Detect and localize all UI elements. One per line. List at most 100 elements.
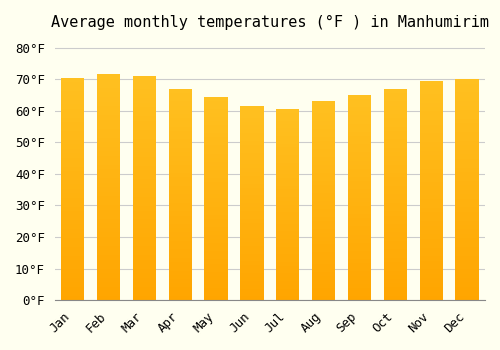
- Bar: [240, 234, 264, 238]
- Bar: [97, 228, 120, 232]
- Bar: [61, 242, 84, 247]
- Bar: [132, 166, 156, 170]
- Bar: [168, 110, 192, 114]
- Bar: [420, 217, 443, 221]
- Bar: [348, 181, 371, 185]
- Bar: [97, 237, 120, 241]
- Bar: [456, 234, 478, 238]
- Bar: [456, 146, 478, 150]
- Bar: [240, 207, 264, 211]
- Bar: [132, 296, 156, 300]
- Bar: [61, 211, 84, 216]
- Bar: [168, 194, 192, 199]
- Bar: [204, 223, 228, 227]
- Bar: [61, 96, 84, 100]
- Bar: [240, 215, 264, 219]
- Bar: [61, 118, 84, 122]
- Bar: [61, 184, 84, 189]
- Bar: [312, 145, 336, 149]
- Bar: [132, 148, 156, 152]
- Bar: [61, 207, 84, 211]
- Bar: [240, 265, 264, 269]
- Bar: [384, 152, 407, 156]
- Bar: [420, 225, 443, 230]
- Bar: [420, 265, 443, 270]
- Bar: [168, 127, 192, 131]
- Bar: [61, 153, 84, 158]
- Bar: [240, 246, 264, 250]
- Bar: [168, 144, 192, 148]
- Bar: [168, 224, 192, 228]
- Bar: [348, 284, 371, 288]
- Bar: [61, 122, 84, 127]
- Bar: [312, 225, 336, 229]
- Bar: [420, 243, 443, 247]
- Bar: [348, 116, 371, 120]
- Bar: [97, 124, 120, 128]
- Bar: [61, 216, 84, 220]
- Bar: [276, 296, 299, 300]
- Bar: [384, 296, 407, 300]
- Bar: [312, 181, 336, 185]
- Bar: [97, 160, 120, 165]
- Bar: [168, 186, 192, 190]
- Bar: [61, 278, 84, 282]
- Bar: [384, 139, 407, 144]
- Bar: [97, 88, 120, 92]
- Bar: [384, 275, 407, 279]
- Bar: [384, 245, 407, 250]
- Bar: [132, 139, 156, 143]
- Bar: [312, 213, 336, 217]
- Bar: [456, 101, 478, 106]
- Bar: [168, 122, 192, 127]
- Bar: [240, 242, 264, 246]
- Bar: [420, 177, 443, 182]
- Bar: [420, 151, 443, 155]
- Bar: [61, 260, 84, 265]
- Bar: [456, 216, 478, 221]
- Bar: [276, 155, 299, 159]
- Bar: [384, 182, 407, 186]
- Bar: [168, 182, 192, 186]
- Bar: [384, 169, 407, 173]
- Bar: [456, 132, 478, 137]
- Bar: [456, 114, 478, 119]
- Bar: [168, 220, 192, 224]
- Bar: [240, 110, 264, 114]
- Bar: [61, 171, 84, 176]
- Bar: [97, 79, 120, 83]
- Bar: [204, 235, 228, 239]
- Bar: [61, 202, 84, 207]
- Bar: [456, 243, 478, 247]
- Bar: [312, 220, 336, 225]
- Bar: [132, 98, 156, 103]
- Bar: [97, 102, 120, 106]
- Bar: [168, 131, 192, 135]
- Bar: [420, 81, 443, 85]
- Bar: [168, 254, 192, 258]
- Bar: [276, 201, 299, 205]
- Bar: [97, 268, 120, 273]
- Bar: [240, 156, 264, 160]
- Bar: [384, 122, 407, 127]
- Bar: [97, 174, 120, 178]
- Bar: [456, 207, 478, 212]
- Bar: [132, 112, 156, 116]
- Bar: [276, 266, 299, 270]
- Bar: [168, 266, 192, 271]
- Bar: [348, 234, 371, 239]
- Bar: [312, 232, 336, 237]
- Bar: [348, 148, 371, 152]
- Bar: [204, 243, 228, 247]
- Bar: [456, 252, 478, 256]
- Bar: [456, 159, 478, 163]
- Bar: [61, 100, 84, 104]
- Bar: [384, 110, 407, 114]
- Bar: [132, 219, 156, 224]
- Bar: [240, 238, 264, 242]
- Bar: [97, 142, 120, 147]
- Bar: [384, 203, 407, 207]
- Bar: [132, 130, 156, 134]
- Bar: [384, 254, 407, 258]
- Bar: [132, 143, 156, 148]
